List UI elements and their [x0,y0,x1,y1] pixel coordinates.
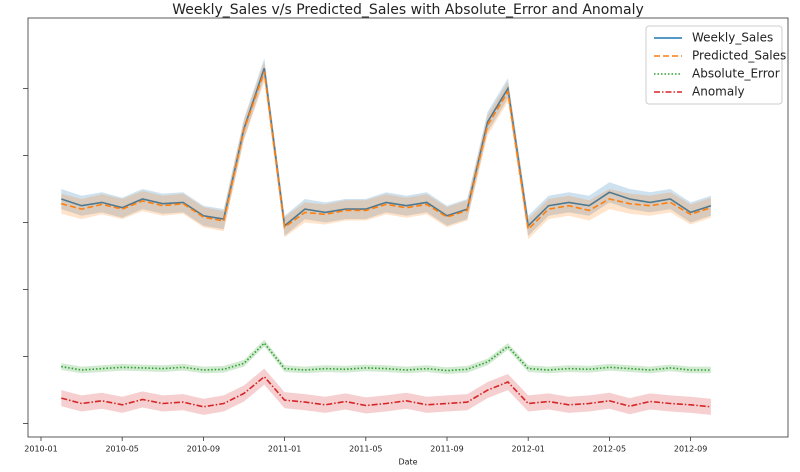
x-tick-label: 2011-05 [349,445,382,454]
x-tick-label: 2010-09 [187,445,220,454]
x-tick-label: 2012-09 [674,445,707,454]
legend-label: Predicted_Sales [692,49,786,63]
x-tick-label: 2011-01 [268,445,301,454]
x-tick-label: 2010-05 [105,445,138,454]
legend-label: Anomaly [692,85,745,99]
x-tick-label: 2011-09 [430,445,463,454]
x-axis-label: Date [398,458,417,467]
legend-label: Weekly_Sales [692,31,773,45]
series-line [61,68,712,228]
legend-label: Absolute_Error [692,67,780,81]
legend: Weekly_Sales Predicted_Sales Absolute_Erro… [645,25,786,105]
series-line [61,375,711,408]
legend-box [645,25,783,105]
chart-title: Weekly_Sales v/s Predicted_Sales with Ab… [172,2,644,18]
series-line [61,341,711,372]
confidence-band [61,339,711,374]
series-line [61,71,712,231]
x-tick-label: 2010-01 [24,445,57,454]
x-tick-label: 2012-01 [511,445,544,454]
confidence-band [61,58,711,236]
x-tick-label: 2012-05 [593,445,626,454]
